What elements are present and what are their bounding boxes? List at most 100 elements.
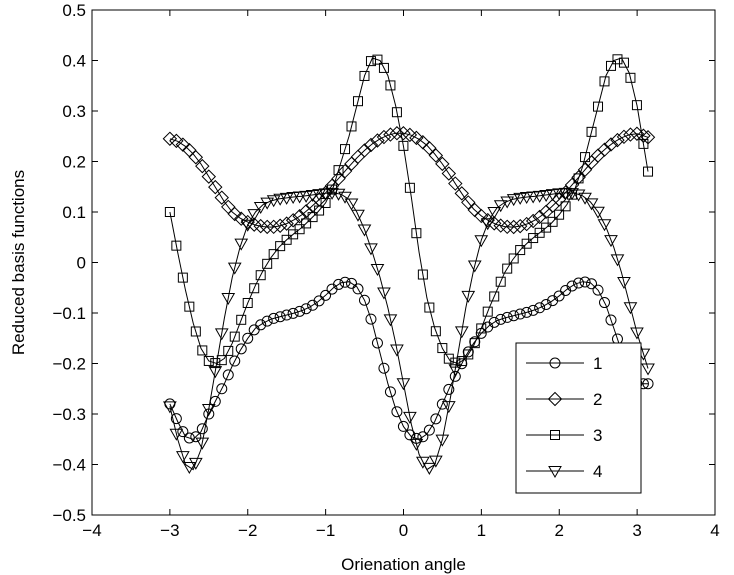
legend-item: 2 [526, 390, 602, 409]
series-3-marker [612, 54, 623, 65]
series-3-marker [294, 224, 305, 235]
series-3-marker [340, 144, 351, 155]
series-4-marker [487, 207, 502, 220]
x-tick-label: 3 [632, 521, 641, 540]
x-axis-label: Orienation angle [341, 555, 466, 574]
series-1-marker [274, 311, 286, 323]
series-2-marker [493, 218, 508, 233]
series-1-marker [300, 303, 312, 315]
series-3-marker [177, 272, 188, 283]
series-1-marker [404, 429, 416, 441]
series-3-marker [372, 54, 383, 65]
series-1-marker [488, 316, 500, 328]
legend-item: 3 [526, 426, 602, 445]
series-2-marker [234, 211, 249, 226]
y-tick-label: 0.4 [62, 52, 86, 71]
series-4-marker [377, 287, 391, 300]
y-axis-label: Reduced basis functions [9, 170, 28, 355]
series-1-marker [566, 280, 578, 292]
series-1-marker [177, 426, 189, 438]
series-2-marker [208, 179, 223, 195]
series-4-marker [396, 378, 411, 391]
series-3-marker [288, 229, 299, 240]
series-4-marker [403, 411, 417, 424]
legend-marker [547, 391, 563, 407]
legend: 1 2 3 4 [515, 342, 642, 494]
series-4-marker [312, 189, 326, 202]
series-3-marker [605, 60, 616, 71]
series-4-marker [292, 191, 307, 204]
series-3-marker [346, 121, 357, 132]
series-3-marker [262, 258, 273, 269]
legend-label: 3 [593, 426, 602, 445]
series-4-marker [247, 209, 262, 222]
series-4-marker [617, 276, 631, 290]
series-1-marker [183, 432, 195, 444]
series-2-marker [370, 133, 385, 148]
series-4-marker [357, 224, 372, 237]
series-3-marker [249, 283, 260, 294]
series-3-marker [378, 62, 389, 73]
series-2-marker [175, 137, 191, 152]
series-3-marker [508, 253, 519, 264]
series-4-marker [597, 219, 612, 232]
series-1-marker [586, 278, 598, 290]
series-2-marker [292, 209, 307, 224]
series-1-marker [333, 278, 345, 290]
series-4-marker [279, 192, 294, 205]
series-1-marker [573, 277, 585, 289]
series-4-marker [201, 404, 216, 417]
series-4-marker [519, 192, 534, 205]
series-3-marker [229, 331, 240, 342]
x-tick-label: 1 [477, 521, 486, 540]
series-4-marker [545, 189, 560, 202]
series-3-marker [255, 270, 266, 281]
legend-label: 1 [593, 354, 602, 373]
series-2-marker [201, 169, 217, 184]
series-3-marker [242, 297, 253, 308]
series-3-marker [197, 345, 208, 356]
series-4-marker [188, 457, 203, 470]
series-3-marker [301, 218, 312, 229]
y-tick-label: −0.3 [52, 405, 86, 424]
series-2-marker [363, 137, 379, 153]
series-1-marker [339, 276, 351, 288]
y-tick-label: 0.5 [62, 1, 86, 20]
series-2-marker [298, 204, 314, 219]
series-4-marker [195, 437, 210, 450]
series-3-marker [236, 314, 247, 325]
series-3-marker [210, 358, 221, 369]
x-tick-label: −4 [82, 521, 101, 540]
series-1-marker [365, 313, 377, 325]
series-1-marker [430, 413, 442, 425]
series-3-marker [625, 72, 636, 83]
series-4-marker [641, 363, 655, 376]
series-2-marker [597, 142, 612, 157]
series-4-marker [331, 188, 346, 201]
series-3-marker [404, 182, 415, 193]
series-3-marker [307, 212, 318, 223]
x-tick-label: 4 [710, 521, 719, 540]
x-tick-label: 0 [399, 521, 408, 540]
series-1-marker [417, 431, 429, 443]
series-4-marker [539, 190, 553, 203]
series-1-marker [287, 307, 299, 319]
series-3-marker [521, 238, 532, 249]
series-3-marker [586, 126, 597, 137]
series-1-marker [397, 420, 409, 432]
series-4-marker [273, 193, 288, 206]
series-4-marker [435, 434, 450, 447]
series-3-marker [417, 269, 428, 280]
series-4-marker [623, 302, 638, 315]
series-2-marker [603, 137, 619, 152]
series-1-marker [599, 297, 611, 309]
series-2-marker [285, 213, 301, 228]
series-4-marker [500, 196, 515, 209]
series-3-marker [281, 234, 292, 245]
series-3-marker [618, 57, 629, 68]
series-4-marker [493, 200, 508, 213]
series-4-marker [506, 194, 521, 207]
series-3-marker [268, 249, 279, 260]
series-1-marker [527, 304, 539, 316]
series-4-marker [416, 456, 430, 469]
